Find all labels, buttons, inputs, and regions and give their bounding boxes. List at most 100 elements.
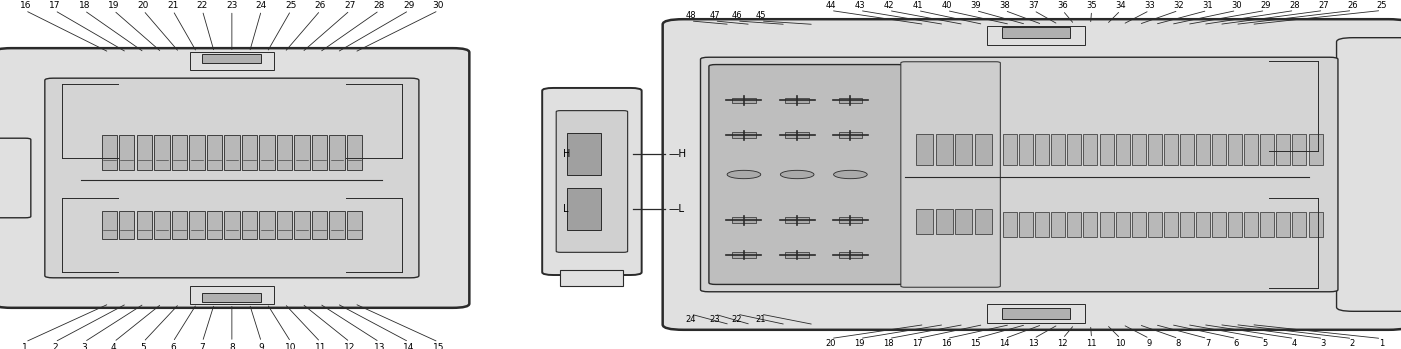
Bar [191,286,275,304]
Bar [241,135,258,170]
Text: 42: 42 [884,1,894,10]
Text: 22: 22 [731,315,743,324]
Text: 27: 27 [1318,1,1328,10]
Bar [839,217,862,223]
Text: —H: —H [668,149,686,158]
Bar [347,135,361,170]
Bar [839,132,862,138]
Bar [955,134,972,165]
Bar [1051,134,1065,165]
Text: 33: 33 [1145,1,1154,10]
Text: 28: 28 [374,1,385,10]
Text: 7: 7 [199,343,205,349]
Bar [1068,134,1082,165]
Bar [191,52,275,70]
FancyBboxPatch shape [542,88,642,275]
Bar [1002,27,1070,38]
Text: 5: 5 [1262,339,1268,348]
Bar [1261,134,1275,165]
Bar [733,252,755,258]
Text: 4: 4 [1292,339,1297,348]
Text: 19: 19 [855,339,864,348]
Bar [1293,211,1307,237]
Bar [294,135,310,170]
Text: 27: 27 [345,1,356,10]
Text: 17: 17 [49,1,60,10]
Bar [1100,134,1114,165]
Text: 6: 6 [1234,339,1238,348]
Bar [916,134,933,165]
Bar [329,135,345,170]
Bar [1164,211,1178,237]
Bar [560,270,623,286]
Text: H: H [563,149,570,158]
Bar [1132,211,1146,237]
Text: 35: 35 [1086,1,1097,10]
Circle shape [727,170,761,179]
Text: 10: 10 [286,343,297,349]
Text: 26: 26 [315,1,326,10]
Bar [311,211,326,239]
Text: 39: 39 [971,1,981,10]
FancyBboxPatch shape [700,57,1338,292]
Text: 13: 13 [374,343,385,349]
Text: 23: 23 [226,1,238,10]
Bar [786,217,808,223]
Text: 5: 5 [140,343,146,349]
Bar [1035,134,1049,165]
Bar [1019,211,1033,237]
Bar [1115,211,1129,237]
Text: 4: 4 [111,343,116,349]
Bar [154,211,170,239]
Text: 16: 16 [941,339,953,348]
Bar [955,209,972,235]
Bar [1244,134,1258,165]
Bar [986,26,1084,45]
Text: 1: 1 [1379,339,1384,348]
Bar [1068,211,1082,237]
Bar [329,211,345,239]
Text: 19: 19 [108,1,119,10]
Bar [733,97,755,103]
Bar [916,209,933,235]
Bar [1276,211,1290,237]
Bar [1132,134,1146,165]
Text: 47: 47 [709,11,720,20]
Bar [1019,134,1033,165]
Text: 17: 17 [912,339,923,348]
Bar [786,252,808,258]
Bar [1180,211,1194,237]
FancyBboxPatch shape [0,138,31,218]
Text: 48: 48 [685,11,696,20]
Text: 20: 20 [137,1,149,10]
Bar [1002,308,1070,319]
Text: 45: 45 [755,11,766,20]
Text: 8: 8 [228,343,235,349]
FancyBboxPatch shape [556,111,628,252]
Text: 12: 12 [345,343,356,349]
Bar [1309,134,1323,165]
FancyBboxPatch shape [45,78,419,278]
Bar [276,211,291,239]
Bar [294,211,310,239]
Text: 7: 7 [1205,339,1210,348]
Text: 29: 29 [1261,1,1271,10]
Text: 3: 3 [81,343,87,349]
Text: 11: 11 [315,343,326,349]
Bar [1196,134,1210,165]
Bar [936,134,953,165]
Bar [1003,211,1017,237]
Bar [1276,134,1290,165]
Bar [566,188,601,230]
Text: 9: 9 [1147,339,1152,348]
Bar [1244,211,1258,237]
FancyBboxPatch shape [663,19,1401,330]
Bar [975,134,992,165]
Bar [203,54,261,63]
Bar [1083,134,1097,165]
Bar [733,217,755,223]
Text: 29: 29 [403,1,415,10]
Bar [1261,211,1275,237]
Text: 43: 43 [855,1,864,10]
Text: 14: 14 [999,339,1010,348]
